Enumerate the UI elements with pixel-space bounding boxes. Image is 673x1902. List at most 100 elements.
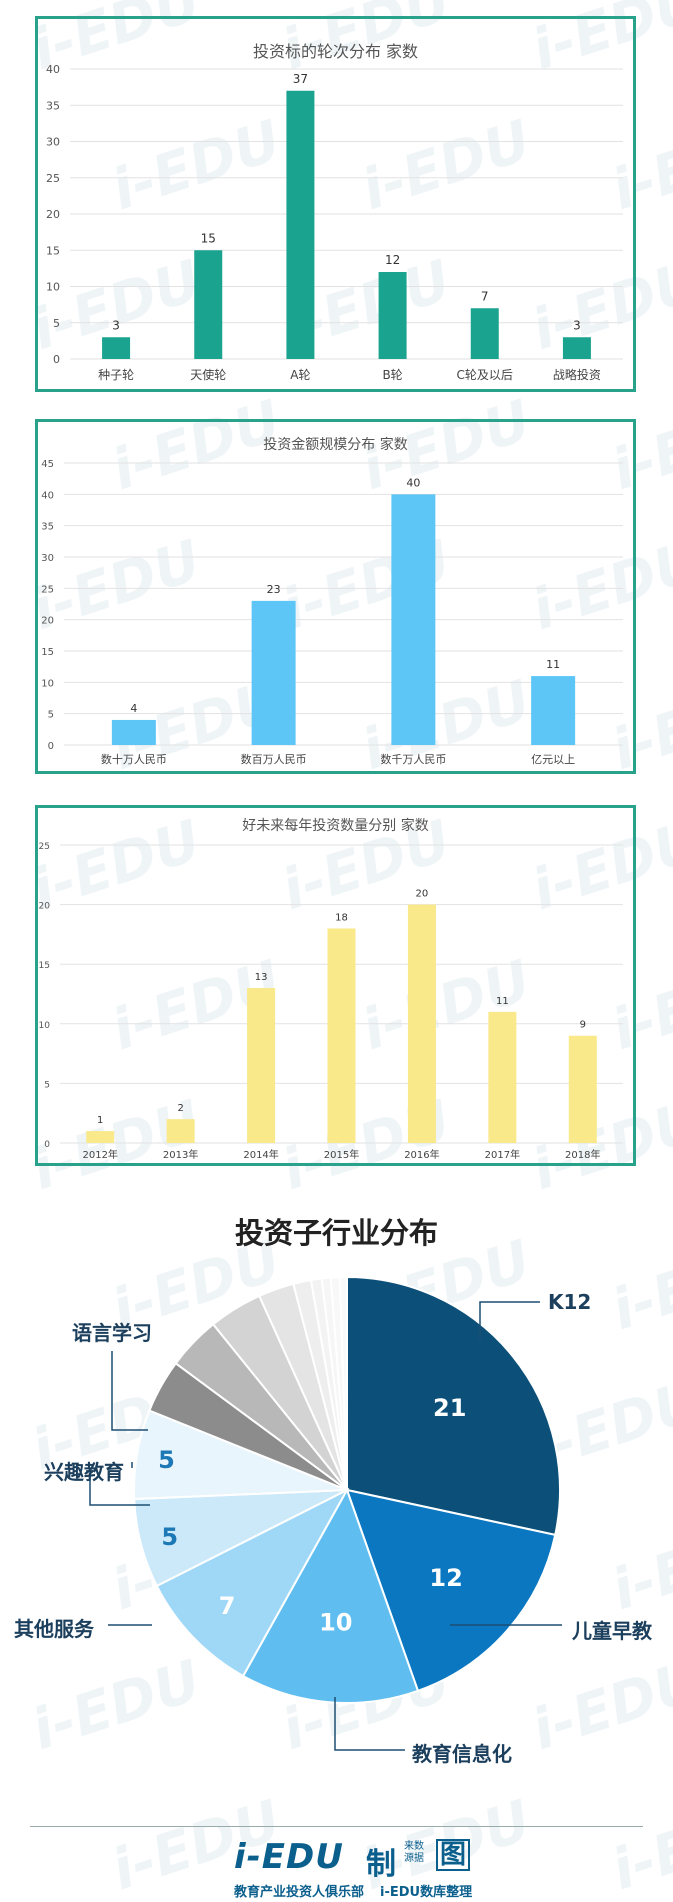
category-label: 亿元以上 bbox=[531, 753, 575, 766]
data-label: 12 bbox=[385, 253, 400, 267]
data-label: 3 bbox=[573, 318, 581, 332]
data-label: 4 bbox=[130, 702, 137, 715]
data-label: 20 bbox=[416, 889, 429, 900]
y-tick-label: 10 bbox=[41, 678, 54, 689]
bar bbox=[251, 600, 296, 745]
chart-panel-yearly: 好未来每年投资数量分别 家数 0 5 10 15 20 25 1 2012年 2 2013年 13 20… bbox=[35, 805, 636, 1166]
category-label: 数千万人民币 bbox=[380, 753, 446, 766]
category-label: 2018年 bbox=[565, 1148, 600, 1161]
bar bbox=[407, 904, 436, 1143]
category-label: B轮 bbox=[382, 368, 402, 382]
data-label: 13 bbox=[255, 972, 268, 983]
y-tick-label: 20 bbox=[46, 208, 60, 221]
y-tick-label: 20 bbox=[39, 902, 51, 912]
bar bbox=[327, 928, 356, 1143]
data-label: 23 bbox=[267, 583, 281, 596]
category-label: A轮 bbox=[290, 368, 310, 382]
y-tick-label: 15 bbox=[41, 647, 54, 658]
footer-logo: i-EDU bbox=[234, 1837, 344, 1877]
leader-line bbox=[89, 1468, 150, 1506]
pie-slice bbox=[346, 1275, 561, 1537]
bar-chart-rounds: 投资标的轮次分布 家数05101520253035403种子轮15天使轮37A轮… bbox=[46, 42, 623, 382]
bar bbox=[470, 308, 499, 359]
y-tick-label: 0 bbox=[53, 353, 60, 366]
y-tick-label: 30 bbox=[46, 136, 60, 149]
pie-label-early: 儿童早教 bbox=[572, 1619, 652, 1643]
y-tick-label: 45 bbox=[41, 459, 54, 470]
leader-line bbox=[479, 1301, 540, 1340]
pie-label-info: 教育信息化 bbox=[412, 1742, 512, 1766]
pie-value-label: 5 bbox=[158, 1446, 175, 1474]
chart-panel-amount: 投资金额规模分布 家数 0 5 10 15 20 25 30 35 40 45 4 数十万人民币 23 数百… bbox=[35, 419, 636, 774]
y-tick-label: 40 bbox=[46, 63, 60, 76]
pie-label-interest: 兴趣教育 bbox=[44, 1460, 124, 1484]
data-label: 2 bbox=[177, 1103, 183, 1114]
category-label: 2016年 bbox=[404, 1148, 439, 1161]
data-label: 3 bbox=[112, 318, 120, 332]
bar bbox=[194, 250, 223, 359]
leader-line bbox=[334, 1697, 405, 1751]
y-tick-label: 25 bbox=[39, 842, 50, 852]
y-tick-label: 15 bbox=[39, 961, 50, 971]
bar bbox=[111, 719, 156, 745]
y-tick-label: 10 bbox=[39, 1021, 51, 1031]
pie-slice bbox=[345, 1488, 557, 1693]
leader-line bbox=[111, 1351, 148, 1431]
bar bbox=[286, 90, 315, 359]
y-tick-label: 5 bbox=[48, 710, 54, 721]
bar-chart-yearly: 好未来每年投资数量分别 家数 0 5 10 15 20 25 1 2012年 2 2013年 13 20… bbox=[39, 817, 623, 1161]
category-label: C轮及以后 bbox=[457, 368, 513, 382]
category-label: 数百万人民币 bbox=[241, 753, 307, 766]
data-label: 9 bbox=[580, 1020, 586, 1031]
bar bbox=[166, 1119, 195, 1143]
y-tick-label: 10 bbox=[46, 281, 60, 294]
pie-value-label: 12 bbox=[429, 1564, 462, 1592]
data-label: 7 bbox=[481, 289, 489, 303]
data-label: 40 bbox=[406, 476, 420, 489]
pie-section: 投资子行业分布 21 12 10 7 5 5 K12 儿童早教 教育信息化 其他服务 兴趣… bbox=[0, 1200, 673, 1800]
footer-zhi: 制 bbox=[366, 1847, 396, 1882]
pie-value-label: 5 bbox=[161, 1523, 178, 1551]
bar bbox=[86, 1131, 115, 1143]
pie-slice bbox=[155, 1487, 350, 1678]
category-label: 2012年 bbox=[82, 1148, 117, 1161]
data-label: 1 bbox=[97, 1115, 103, 1126]
y-tick-label: 15 bbox=[46, 244, 60, 257]
bar bbox=[391, 494, 436, 745]
pie-title: 投资子行业分布 bbox=[234, 1216, 438, 1250]
footer: i-EDU 教育产业投资人俱乐部 制 来数 源据 图 i-EDU数库整理 bbox=[0, 1815, 673, 1902]
pie-chart: 21 12 10 7 5 5 bbox=[89, 1275, 562, 1751]
bar bbox=[378, 272, 407, 359]
pie-label-other: 其他服务 bbox=[14, 1617, 94, 1641]
chart-title: 投资标的轮次分布 家数 bbox=[253, 42, 418, 61]
bar bbox=[102, 337, 131, 359]
bar-chart-amount: 投资金额规模分布 家数 0 5 10 15 20 25 30 35 40 45 4 数十万人民币 23 数百… bbox=[41, 436, 623, 766]
pie-value-label: 7 bbox=[219, 1592, 236, 1620]
y-tick-label: 35 bbox=[41, 522, 54, 533]
data-label: 11 bbox=[546, 658, 560, 671]
y-tick-label: 35 bbox=[46, 99, 60, 112]
y-tick-label: 25 bbox=[41, 584, 54, 595]
pie-value-label: 10 bbox=[319, 1609, 352, 1637]
bar bbox=[488, 1011, 517, 1143]
y-tick-label: 20 bbox=[41, 616, 54, 627]
chart-title: 投资金额规模分布 家数 bbox=[263, 436, 407, 453]
y-tick-label: 30 bbox=[41, 553, 54, 564]
bar bbox=[531, 676, 576, 745]
category-label: 2017年 bbox=[485, 1148, 520, 1161]
category-label: 战略投资 bbox=[553, 367, 601, 382]
footer-tu: 图 bbox=[436, 1839, 471, 1871]
category-label: 种子轮 bbox=[98, 368, 134, 382]
bar bbox=[247, 988, 276, 1143]
y-tick-label: 0 bbox=[44, 1140, 50, 1150]
category-label: 数十万人民币 bbox=[101, 752, 167, 766]
footer-source: 来数 源据 bbox=[404, 1841, 424, 1864]
category-label: 天使轮 bbox=[190, 367, 226, 382]
data-label: 18 bbox=[335, 912, 348, 923]
bar bbox=[568, 1035, 597, 1143]
pie-value-label: 21 bbox=[433, 1394, 466, 1422]
pie-label-lang: 语言学习 bbox=[72, 1321, 152, 1345]
y-tick-label: 5 bbox=[44, 1080, 50, 1090]
pie-slice bbox=[241, 1487, 420, 1704]
data-label: 15 bbox=[201, 231, 216, 245]
